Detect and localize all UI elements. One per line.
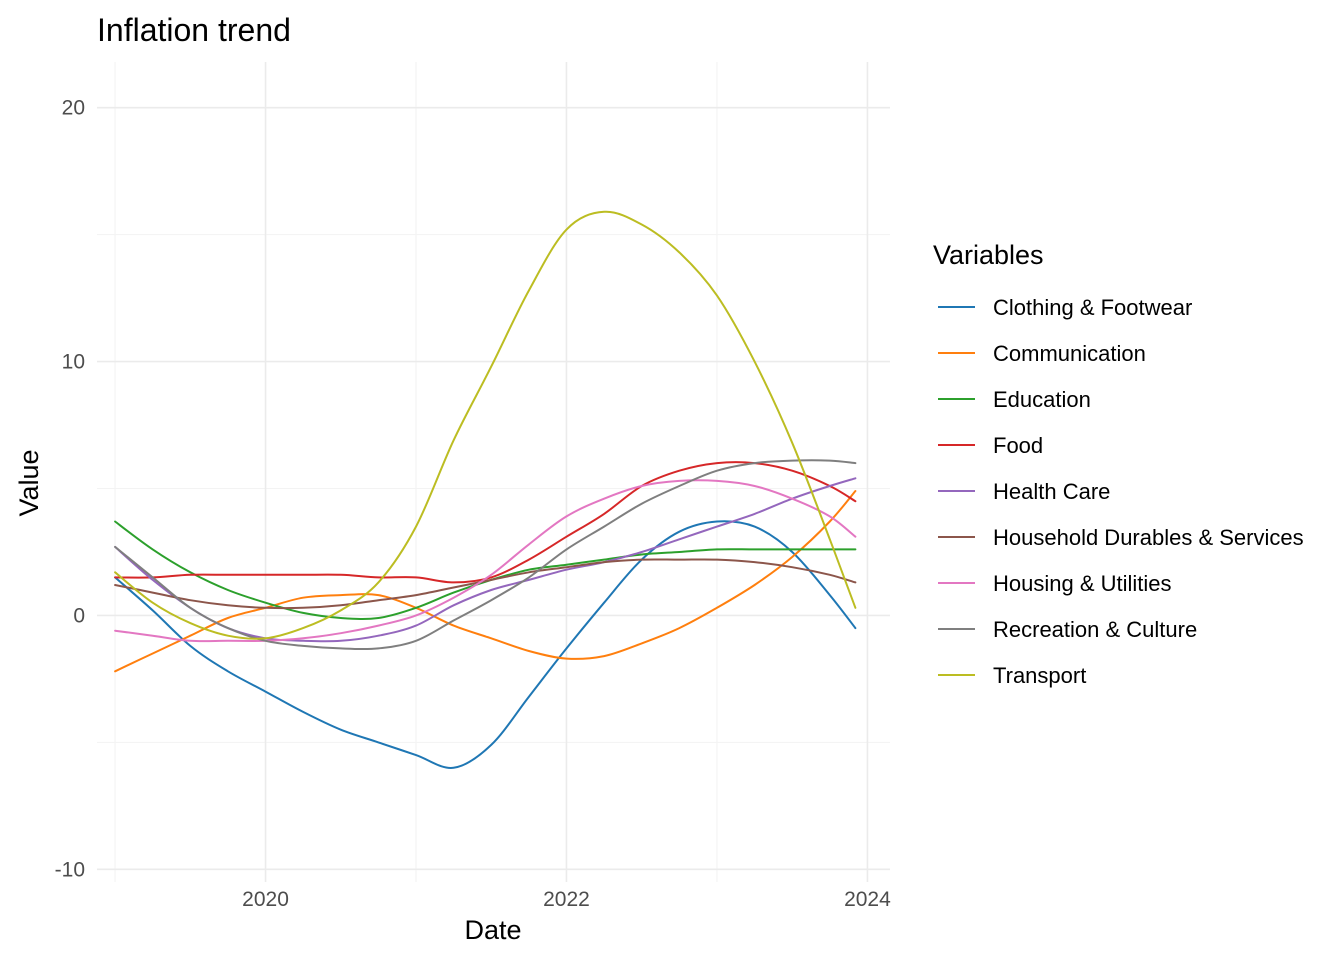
- y-tick-label: 10: [62, 351, 85, 374]
- x-tick-label: 2022: [543, 888, 590, 911]
- x-tick-label: 2024: [844, 888, 891, 911]
- series-line-clothing-footwear: [114, 520, 857, 769]
- y-tick-label: 20: [62, 97, 85, 120]
- legend-item-recreation-culture: Recreation & Culture: [938, 617, 1197, 642]
- x-axis-title: Date: [464, 915, 521, 945]
- legend-items: Clothing & Footwear Communication Educatio…: [938, 295, 1304, 688]
- legend-label: Housing & Utilities: [993, 571, 1172, 596]
- legend-item-transport: Transport: [938, 663, 1086, 688]
- legend-title: Variables: [933, 240, 1044, 270]
- series-line-health-care: [114, 477, 857, 643]
- legend-label: Health Care: [993, 479, 1110, 504]
- legend-item-housing-utilities: Housing & Utilities: [938, 571, 1172, 596]
- series-line-food: [114, 461, 857, 584]
- legend-label: Communication: [993, 341, 1146, 366]
- series-line-household-durables-services: [114, 558, 857, 610]
- legend-item-health-care: Health Care: [938, 479, 1110, 504]
- legend: Variables Clothing & Footwear Communicati…: [933, 240, 1304, 688]
- legend-item-food: Food: [938, 433, 1043, 458]
- series-line-recreation-culture: [114, 459, 857, 651]
- grid-major: [97, 62, 890, 882]
- legend-item-clothing-footwear: Clothing & Footwear: [938, 295, 1192, 320]
- x-tick-labels: 2020 2022 2024: [242, 888, 891, 911]
- legend-label: Food: [993, 433, 1043, 458]
- legend-item-education: Education: [938, 387, 1091, 412]
- y-axis-title: Value: [14, 449, 44, 516]
- x-tick-label: 2020: [242, 888, 289, 911]
- legend-item-communication: Communication: [938, 341, 1146, 366]
- series-line-transport: [114, 210, 857, 640]
- chart-title: Inflation trend: [97, 12, 291, 48]
- legend-label: Recreation & Culture: [993, 617, 1197, 642]
- y-tick-label: -10: [55, 858, 85, 881]
- grid-minor: [97, 62, 890, 882]
- series-lines: [114, 210, 857, 769]
- legend-label: Clothing & Footwear: [993, 295, 1192, 320]
- legend-label: Education: [993, 387, 1091, 412]
- y-tick-labels: -10 0 10 20: [55, 97, 85, 882]
- series-line-housing-utilities: [114, 479, 857, 643]
- legend-label: Transport: [993, 663, 1086, 688]
- legend-label: Household Durables & Services: [993, 525, 1304, 550]
- series-line-communication: [114, 490, 857, 673]
- legend-item-household-durables-services: Household Durables & Services: [938, 525, 1304, 550]
- y-tick-label: 0: [73, 604, 85, 627]
